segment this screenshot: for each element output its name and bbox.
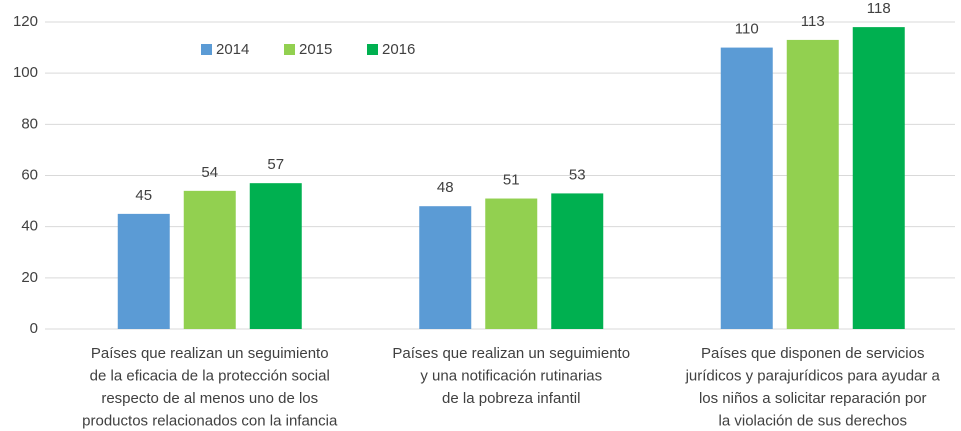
x-tick-label: Países que disponen de servicios	[701, 345, 924, 362]
legend-swatch	[284, 44, 295, 55]
bar	[786, 39, 839, 330]
value-label: 53	[569, 166, 586, 183]
legend-swatch	[367, 44, 378, 55]
y-tick-label: 20	[21, 269, 38, 286]
bar	[117, 213, 170, 329]
x-tick-label: productos relacionados con la infancia	[82, 412, 338, 429]
y-tick-label: 100	[13, 64, 38, 81]
x-tick-label: y una notificación rutinarias	[420, 367, 602, 384]
x-tick-label: la violación de sus derechos	[719, 412, 907, 429]
legend-swatch	[201, 44, 212, 55]
value-label: 45	[135, 187, 152, 204]
bar	[419, 206, 472, 329]
value-label: 48	[437, 179, 454, 196]
y-tick-label: 0	[30, 320, 38, 337]
x-tick-label: jurídicos y parajurídicos para ayudar a	[685, 367, 941, 384]
bar	[852, 27, 905, 329]
y-tick-label: 80	[21, 115, 38, 132]
legend-label: 2014	[216, 41, 249, 58]
bar	[249, 183, 302, 329]
x-tick-label: los niños a solicitar reparación por	[699, 390, 927, 407]
x-tick-label: respecto de al menos uno de los	[101, 390, 318, 407]
y-tick-label: 120	[13, 13, 38, 30]
legend-label: 2015	[299, 41, 332, 58]
y-tick-label: 60	[21, 166, 38, 183]
value-label: 110	[735, 21, 759, 38]
bar	[485, 198, 538, 329]
y-tick-label: 40	[21, 218, 38, 235]
bar	[551, 193, 604, 329]
bar	[183, 190, 236, 329]
x-tick-label: Países que realizan un seguimiento	[91, 345, 329, 362]
value-label: 113	[801, 13, 825, 30]
value-label: 54	[201, 164, 218, 181]
value-label: 57	[267, 156, 284, 173]
bar	[720, 47, 773, 329]
x-tick-label: de la pobreza infantil	[442, 390, 580, 407]
x-tick-label: Países que realizan un seguimiento	[392, 345, 630, 362]
value-label: 51	[503, 171, 520, 188]
x-tick-label: de la eficacia de la protección social	[90, 367, 330, 384]
legend-label: 2016	[382, 41, 415, 58]
value-label: 118	[867, 0, 891, 17]
